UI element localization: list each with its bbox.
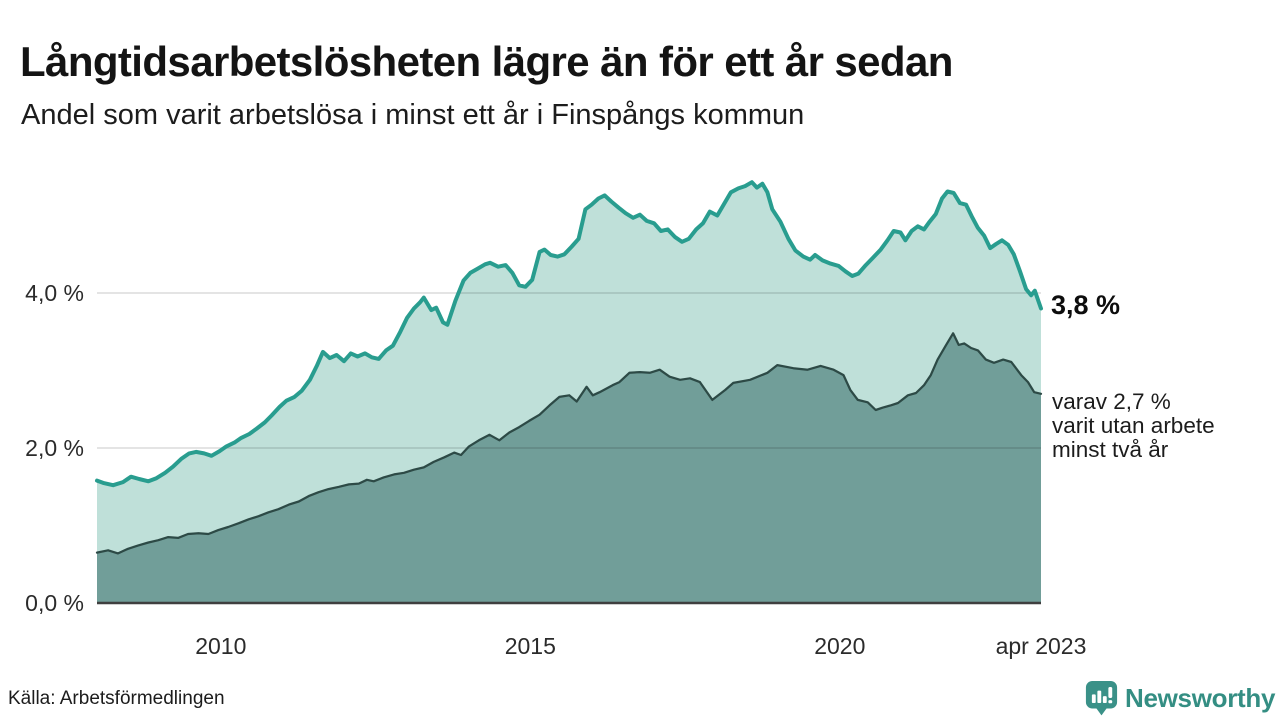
- series-line: [95, 332, 1043, 555]
- y-tick-label: 0,0 %: [25, 590, 84, 616]
- chart-subtitle: Andel som varit arbetslösa i minst ett å…: [21, 99, 805, 131]
- newsworthy-pin-barchart-icon: [1085, 680, 1118, 716]
- latest-value-label: 3,8 %: [1051, 290, 1121, 320]
- x-tick-label: 2020: [814, 633, 866, 659]
- secondary-annotation-line: varit utan arbete: [1052, 413, 1215, 438]
- newsworthy-logo: Newsworthy: [1085, 680, 1275, 716]
- secondary-annotation-line: minst två år: [1052, 437, 1169, 462]
- series-area: [97, 333, 1041, 603]
- newsworthy-wordmark: Newsworthy: [1125, 682, 1276, 713]
- secondary-annotation-line: varav 2,7 %: [1052, 389, 1171, 414]
- y-tick-label: 2,0 %: [25, 435, 84, 461]
- x-tick-label: 2015: [504, 633, 556, 659]
- series-line: [95, 180, 1043, 488]
- secondary-annotation: varav 2,7 % varit utan arbete minst två …: [1052, 390, 1215, 462]
- page-title: Långtidsarbetslösheten lägre än för ett …: [20, 38, 953, 86]
- source-credit: Källa: Arbetsförmedlingen: [8, 688, 225, 709]
- y-tick-label: 4,0 %: [25, 280, 84, 306]
- x-tick-label: 2010: [195, 633, 247, 659]
- x-tick-label: apr 2023: [995, 633, 1087, 659]
